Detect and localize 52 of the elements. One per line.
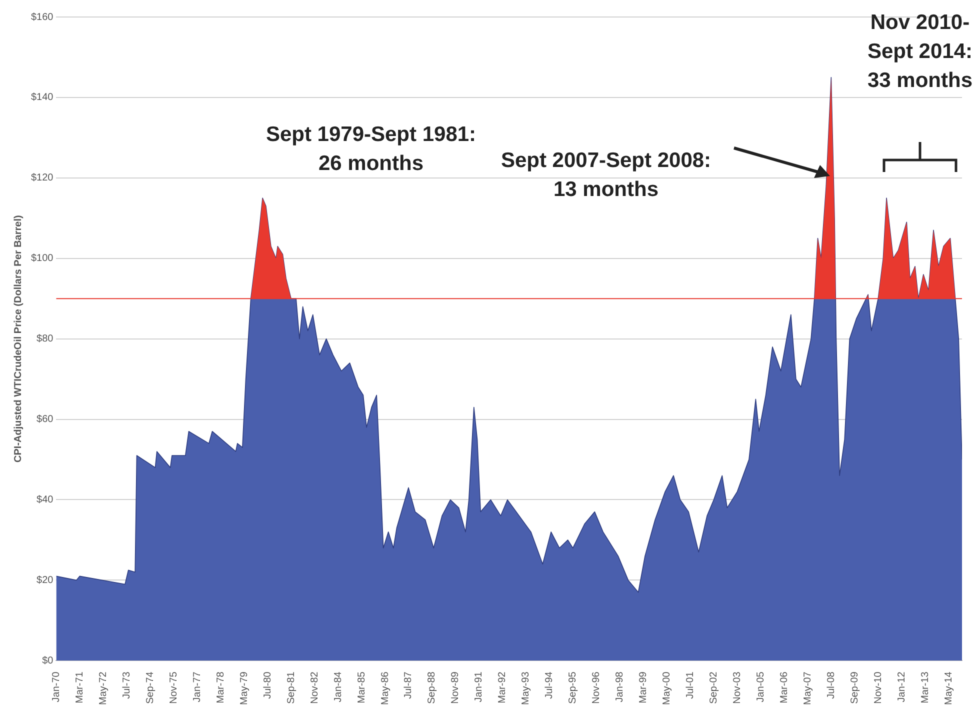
x-tick-label: May-86	[380, 671, 391, 706]
y-tick-label: $140	[30, 92, 54, 104]
x-tick-label: Sep-02	[708, 671, 720, 704]
x-tick-label: Jan-84	[332, 671, 344, 702]
x-tick-label: Jan-77	[192, 671, 203, 702]
x-tick-label: Mar-13	[920, 671, 931, 704]
x-tick-label: Nov-03	[732, 671, 743, 704]
x-tick-label: Jul-80	[262, 671, 274, 699]
x-tick-label: Jan-70	[50, 671, 62, 702]
x-tick-label: Mar-85	[356, 671, 368, 704]
y-axis-title: CPI-Adjusted WTICrudeOil Price (Dollars Per Barrel)	[12, 215, 24, 462]
y-tick-label: $0	[42, 655, 54, 666]
x-tick-label: Sep-81	[286, 671, 297, 704]
x-tick-label: Mar-71	[74, 671, 86, 704]
y-tick-label: $160	[30, 12, 54, 23]
x-tick-label: Mar-06	[778, 671, 790, 704]
x-tick-label: Jul-08	[826, 671, 837, 699]
x-tick-label: Sep-74	[144, 671, 156, 704]
x-tick-label: Jan-91	[474, 671, 485, 702]
x-tick-label: Sep-09	[849, 671, 860, 704]
annotation: Sept 1979-Sept 1981: 26 months	[266, 122, 476, 177]
x-tick-label: Mar-99	[638, 671, 650, 704]
y-tick-label: $80	[36, 334, 54, 345]
x-tick-label: Nov-75	[168, 671, 180, 704]
x-tick-label: Jul-94	[544, 671, 556, 699]
x-tick-label: May-00	[662, 671, 673, 706]
x-tick-label: Sep-88	[426, 671, 438, 704]
x-tick-label: Jul-73	[121, 671, 132, 699]
x-tick-label: Nov-82	[309, 671, 320, 704]
x-tick-label: Nov-10	[872, 671, 884, 704]
x-tick-label: Jan-12	[896, 671, 908, 702]
x-tick-label: May-07	[802, 671, 814, 706]
x-tick-label: Mar-78	[215, 671, 226, 704]
y-tick-label: $60	[36, 414, 54, 426]
y-tick-label: $120	[30, 172, 54, 184]
x-tick-label: May-79	[238, 671, 250, 706]
annotation: Nov 2010- Sept 2014: 33 months	[867, 10, 973, 94]
x-tick-label: May-93	[520, 671, 532, 706]
y-tick-label: $100	[30, 253, 54, 264]
y-tick-label: $20	[36, 574, 54, 586]
x-tick-label: May-72	[98, 671, 109, 706]
x-tick-label: Jul-87	[403, 671, 414, 699]
x-tick-label: Jan-05	[755, 671, 766, 702]
x-tick-label: Jan-98	[614, 671, 626, 702]
x-tick-label: Nov-96	[591, 671, 602, 704]
x-tick-label: Sep-95	[568, 671, 579, 704]
y-tick-label: $40	[36, 494, 54, 506]
x-tick-label: May-14	[943, 671, 954, 706]
x-tick-label: Nov-89	[450, 671, 462, 704]
x-tick-label: Jul-01	[685, 671, 696, 699]
x-tick-label: Mar-92	[497, 671, 508, 704]
annotation: Sept 2007-Sept 2008: 13 months	[500, 148, 712, 203]
